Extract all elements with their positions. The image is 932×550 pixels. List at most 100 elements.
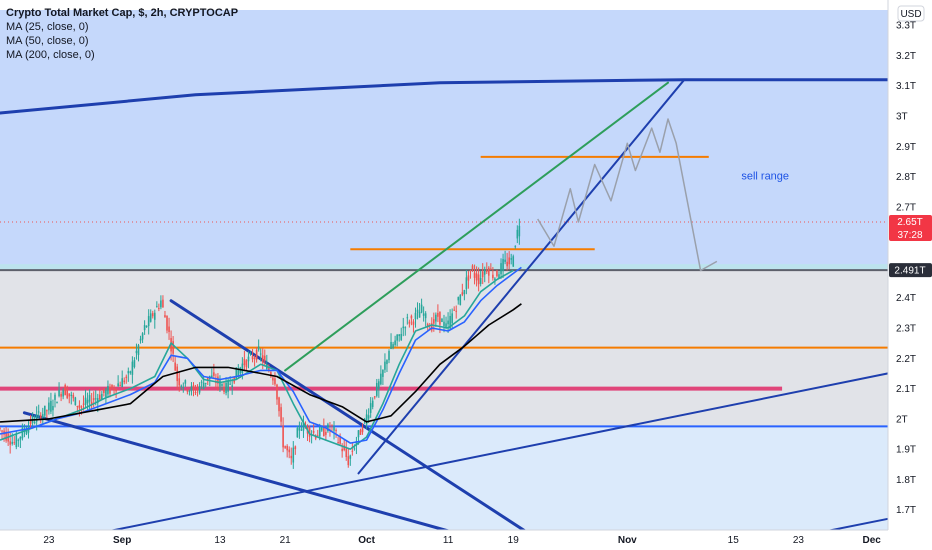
candle-body-65 bbox=[131, 361, 134, 375]
candle-body-219 bbox=[445, 323, 447, 327]
candle-body-187 bbox=[380, 373, 382, 385]
candle-body-216 bbox=[439, 311, 441, 325]
candle-body-74 bbox=[149, 313, 152, 322]
candle-body-59 bbox=[119, 385, 121, 387]
price-tick-9: 2.2T bbox=[896, 354, 916, 365]
candle-body-182 bbox=[369, 403, 372, 413]
candle-body-5 bbox=[9, 441, 11, 445]
candle-body-223 bbox=[453, 309, 455, 311]
candle-body-173 bbox=[351, 450, 354, 452]
candle-body-39 bbox=[78, 405, 81, 409]
candle-body-30 bbox=[60, 393, 62, 397]
price-badge bbox=[889, 215, 932, 241]
candle-body-212 bbox=[430, 323, 433, 331]
candle-body-175 bbox=[355, 441, 358, 446]
candle-body-24 bbox=[48, 402, 50, 411]
price-tick-11: 2T bbox=[896, 414, 908, 425]
candle-body-200 bbox=[406, 317, 409, 319]
candle-body-231 bbox=[469, 269, 472, 271]
level-badge-value: 2.491T bbox=[894, 266, 925, 277]
candle-body-42 bbox=[84, 397, 87, 405]
candle-body-75 bbox=[151, 313, 154, 317]
candle-body-63 bbox=[127, 371, 130, 374]
candle-body-7 bbox=[13, 442, 16, 444]
candle-body-80 bbox=[162, 299, 164, 308]
candle-body-210 bbox=[426, 324, 429, 327]
candle-body-101 bbox=[204, 382, 207, 384]
candle-body-22 bbox=[44, 405, 46, 416]
candle-body-197 bbox=[400, 333, 403, 340]
candle-body-124 bbox=[251, 356, 254, 360]
candle-body-191 bbox=[388, 351, 390, 361]
ma-line-1 bbox=[0, 266, 522, 444]
time-tick-1: Sep bbox=[113, 535, 131, 546]
zone-band bbox=[0, 264, 888, 271]
candle-body-43 bbox=[86, 399, 89, 404]
ma-line-0 bbox=[0, 269, 514, 450]
candle-body-27 bbox=[54, 394, 56, 400]
candle-body-204 bbox=[414, 312, 417, 320]
candle-body-133 bbox=[270, 372, 272, 377]
currency-button[interactable] bbox=[897, 5, 925, 22]
candle-body-20 bbox=[39, 415, 42, 421]
candle-body-144 bbox=[292, 447, 295, 463]
candle-body-67 bbox=[135, 350, 138, 354]
indicator-ma25[interactable]: MA (25, close, 0) bbox=[6, 21, 89, 33]
candle-body-54 bbox=[109, 386, 111, 394]
candle-body-190 bbox=[386, 360, 388, 365]
candle-body-193 bbox=[392, 344, 394, 348]
candle-body-174 bbox=[353, 448, 356, 450]
candle-body-177 bbox=[359, 429, 362, 435]
candle-body-117 bbox=[237, 369, 240, 377]
candle-body-205 bbox=[416, 309, 419, 313]
time-scale[interactable] bbox=[0, 530, 932, 550]
candle-body-137 bbox=[278, 397, 280, 412]
candle-body-163 bbox=[331, 425, 333, 427]
candle-body-169 bbox=[343, 445, 346, 451]
candle-body-147 bbox=[298, 427, 301, 431]
indicator-ma50[interactable]: MA (50, close, 0) bbox=[6, 35, 89, 47]
candle-body-25 bbox=[50, 400, 52, 412]
candle-body-244 bbox=[496, 270, 498, 277]
candle-body-161 bbox=[327, 424, 329, 432]
candle-body-50 bbox=[101, 393, 103, 400]
time-tick-9: 23 bbox=[793, 535, 805, 546]
candle-body-82 bbox=[166, 315, 168, 331]
candle-body-209 bbox=[424, 313, 427, 319]
candle-body-114 bbox=[231, 385, 233, 387]
candle-body-218 bbox=[443, 321, 445, 326]
candle-body-81 bbox=[164, 315, 166, 318]
time-tick-2: 13 bbox=[214, 535, 226, 546]
candle-body-159 bbox=[323, 426, 325, 437]
time-tick-10: Dec bbox=[863, 535, 882, 546]
candle-body-87 bbox=[176, 366, 178, 382]
candle-body-229 bbox=[465, 277, 468, 290]
candle-body-217 bbox=[441, 318, 443, 322]
candle-body-9 bbox=[17, 439, 20, 441]
candle-body-94 bbox=[190, 386, 193, 391]
time-tick-5: 11 bbox=[443, 535, 454, 546]
moving-averages-layer bbox=[0, 266, 522, 450]
candle-body-158 bbox=[320, 427, 323, 431]
candle-body-55 bbox=[111, 384, 113, 388]
candle-body-245 bbox=[498, 274, 500, 279]
candle-body-68 bbox=[137, 345, 140, 355]
candle-body-73 bbox=[147, 316, 150, 327]
trendline-2 bbox=[22, 411, 483, 542]
candle-body-95 bbox=[192, 385, 195, 390]
time-tick-8: 15 bbox=[728, 535, 740, 546]
currency-button-label: USD bbox=[900, 9, 921, 20]
price-badge-value: 2.65T bbox=[897, 217, 923, 228]
candle-body-198 bbox=[402, 326, 405, 329]
time-scale-ticks: 23 Sep 13 21 Oct 11 19 Nov 15 23 Dec bbox=[43, 535, 881, 546]
price-tick-2: 3.1T bbox=[896, 81, 916, 92]
candle-body-139 bbox=[282, 425, 284, 448]
price-tick-5: 2.8T bbox=[896, 172, 916, 183]
candle-body-135 bbox=[274, 378, 276, 385]
candle-body-21 bbox=[41, 414, 44, 418]
indicator-ma200[interactable]: MA (200, close, 0) bbox=[6, 49, 95, 61]
candle-body-71 bbox=[143, 325, 146, 331]
sell-range-label[interactable]: sell range bbox=[741, 171, 789, 183]
